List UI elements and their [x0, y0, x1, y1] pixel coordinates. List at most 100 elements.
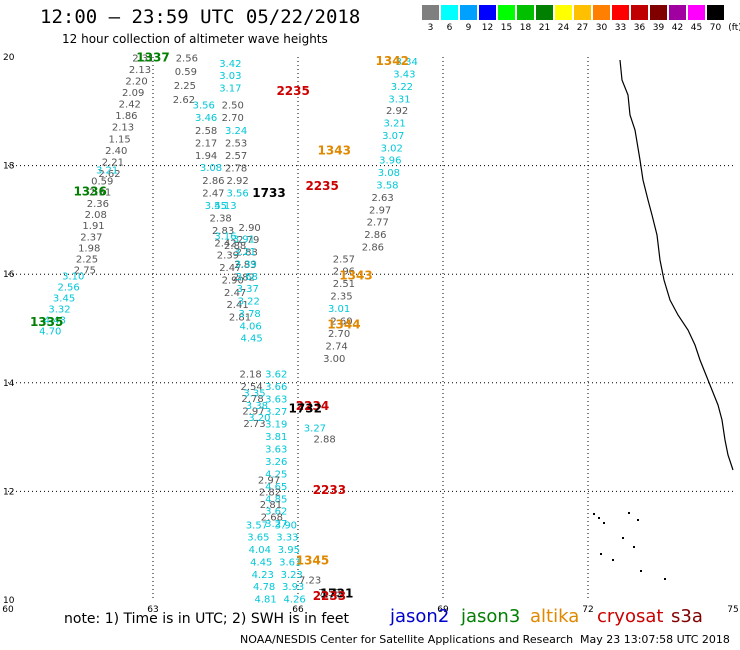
wave-height-value: 3.43	[393, 70, 415, 81]
wave-height-value: 2.37	[80, 232, 102, 243]
wave-height-value: 3.17	[219, 84, 241, 95]
wave-height-value: 3.21	[384, 119, 406, 130]
pass-time-label: 2235	[305, 179, 338, 193]
wave-height-value: 2.31	[132, 53, 154, 64]
scale-label: 70	[709, 23, 722, 33]
island	[622, 537, 624, 539]
island	[600, 553, 602, 555]
wave-height-value: 3.23	[281, 570, 303, 581]
scale-label: 12	[481, 23, 494, 33]
wave-height-value: 2.40	[105, 146, 127, 157]
scale-swatch	[574, 5, 591, 20]
wave-height-value: 2.97	[369, 205, 391, 216]
wave-height-value: 2.82	[233, 272, 255, 283]
wave-height-value: 4.81	[254, 595, 276, 606]
wave-height-value: 3.19	[265, 419, 287, 430]
scale-label: 42	[671, 23, 684, 33]
wave-height-value: 2.83	[212, 226, 234, 237]
scale-swatch	[536, 5, 553, 20]
legend-s3a: s3a	[671, 606, 703, 627]
wave-height-value: 3.56	[226, 189, 248, 200]
wave-height-value: 2.58	[195, 126, 217, 137]
wave-height-value: 2.57	[225, 151, 247, 162]
pass-time-labels: 1337 1342 2235 1343 1336 2235 1733 1343 1344 1335…	[30, 50, 409, 603]
credit-line: NOAA/NESDIS Center for Satellite Applica…	[240, 633, 574, 646]
wave-height-value: 3.07	[382, 131, 404, 142]
wave-height-value: 2.13	[129, 65, 151, 76]
wave-height-value: 3.27	[265, 519, 287, 530]
wave-height-value: 2.53	[225, 139, 247, 150]
lon-tick-label: 75	[727, 605, 738, 615]
wave-height-value: 2.86	[364, 230, 386, 241]
scale-label: 6	[446, 23, 453, 33]
wave-height-value: 2.41	[226, 300, 248, 311]
wave-height-value: 3.10	[62, 272, 84, 283]
wave-height-value: 7.23	[299, 576, 321, 587]
wave-height-value: 2.50	[222, 101, 244, 112]
wave-height-value: 3.24	[225, 126, 247, 137]
wave-height-value: 3.00	[323, 354, 345, 365]
wave-height-value: 3.20	[248, 413, 270, 424]
wave-height-value: 3.62	[265, 507, 287, 518]
page-title: 12:00 – 23:59 UTC 05/22/2018	[40, 6, 361, 28]
scale-label: 45	[690, 23, 703, 33]
wave-height-value: 2.82	[259, 488, 281, 499]
lat-tick-label: 16	[3, 270, 15, 280]
pass-time-label: 1732	[289, 402, 322, 416]
wave-height-value: 3.96	[379, 156, 401, 167]
wave-height-values: 2.312.132.202.092.421.862.131.152.402.21…	[39, 53, 418, 605]
lat-tick-label: 18	[3, 162, 15, 172]
wave-height-value: 3.31	[388, 94, 410, 105]
island	[664, 578, 666, 580]
wave-height-value: 2.92	[226, 176, 248, 187]
wave-height-value: 3.42	[219, 59, 241, 70]
legend-jason2: jason2	[390, 606, 450, 627]
lon-tick-label: 69	[437, 605, 449, 615]
lon-tick-label: 60	[2, 605, 14, 615]
lat-tick-label: 12	[3, 487, 14, 497]
wave-height-value: 2.36	[87, 199, 109, 210]
scale-swatch	[650, 5, 667, 20]
wave-height-value: 3.21	[234, 247, 256, 258]
lat-tick-label: 10	[3, 596, 15, 606]
map-grid	[8, 57, 733, 600]
wave-height-value: 3.22	[391, 82, 413, 93]
wave-height-value: 2.47	[224, 288, 246, 299]
wave-height-value: 2.62	[98, 169, 120, 180]
wave-height-value: 3.33	[276, 533, 298, 544]
wave-height-value: 2.09	[122, 88, 144, 99]
scale-label: 15	[500, 23, 513, 33]
wave-height-value: 3.01	[328, 304, 350, 315]
generation-timestamp: May 23 13:07:58 UTC 2018	[580, 633, 730, 646]
pass-time-label: 1733	[252, 186, 285, 200]
wave-height-value: 2.08	[85, 210, 107, 221]
scale-swatch	[517, 5, 534, 20]
wave-height-value: 4.45	[240, 334, 262, 345]
wave-height-value: 3.37	[237, 284, 259, 295]
pass-time-label: 1337	[136, 50, 169, 64]
wave-height-value: 4.26	[283, 595, 305, 606]
scale-swatch	[441, 5, 458, 20]
wave-height-value: 3.32	[48, 305, 70, 316]
lat-tick-label: 20	[3, 53, 15, 63]
wave-height-value: 1.86	[115, 111, 137, 122]
wave-height-value: 3.27	[265, 407, 287, 418]
scale-unit-label: (ft)	[728, 23, 740, 33]
coastline-india-west	[619, 59, 734, 471]
wave-height-value: 2.51	[333, 279, 355, 290]
pass-time-label: 2233	[313, 589, 346, 603]
pass-time-label: 1344	[327, 318, 360, 332]
island	[593, 513, 595, 515]
wave-height-value: 2.73	[243, 419, 265, 430]
wave-height-value: 2.70	[328, 329, 350, 340]
wave-height-value: 3.91	[233, 235, 255, 246]
wave-height-value: 2.68	[261, 512, 283, 523]
scale-label: 9	[465, 23, 472, 33]
wave-height-value: 2.78	[225, 163, 247, 174]
wave-height-value: 2.57	[333, 254, 355, 265]
wave-height-value: 2.79	[237, 235, 259, 246]
wave-height-value: 2.83	[234, 260, 256, 271]
wave-height-value: 1.15	[109, 134, 131, 145]
wave-height-value: 3.46	[195, 113, 217, 124]
